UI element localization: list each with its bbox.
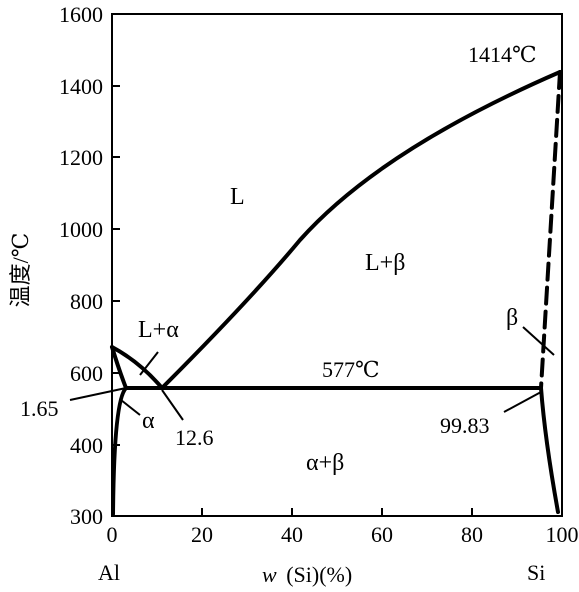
annotation-si-melting: 1414℃ — [468, 42, 537, 67]
solvus-beta — [539, 386, 560, 514]
x-tick-label: 0 — [107, 522, 118, 547]
x-tick-label: 80 — [461, 522, 483, 547]
region-label-liquid: L — [230, 184, 245, 210]
region-label-liquid-alpha: L+α — [138, 317, 179, 343]
leader-1-65 — [69, 387, 127, 401]
y-tick-label: 1400 — [59, 74, 103, 99]
leader-lines — [69, 326, 555, 421]
x-end-label-al: Al — [98, 560, 120, 585]
x-axis-title-variable: w — [262, 562, 277, 587]
y-tick-label: 1600 — [59, 2, 103, 27]
region-label-beta: β — [506, 305, 518, 331]
solvus-alpha — [111, 386, 128, 516]
x-tick-marks — [201, 508, 473, 516]
x-tick-labels: 0 20 40 60 80 100 — [107, 522, 579, 547]
plot-frame — [111, 13, 563, 517]
annotation-eutectic-temp: 577℃ — [322, 357, 380, 382]
beta-liquidus-dashed — [539, 70, 562, 390]
y-tick-labels: 300 400 600 800 1000 1200 1400 1600 — [59, 2, 103, 529]
x-tick-label: 100 — [546, 522, 579, 547]
liquidus-si-side — [160, 70, 562, 390]
y-tick-label: 400 — [70, 433, 103, 458]
leader-99-83 — [503, 391, 542, 413]
solidus-alpha — [110, 345, 128, 390]
y-tick-label: 300 — [70, 504, 103, 529]
leader-beta — [522, 326, 555, 356]
x-end-label-si: Si — [527, 560, 545, 585]
x-tick-label: 60 — [371, 522, 393, 547]
phase-boundaries — [110, 70, 562, 516]
region-label-liquid-beta: L+β — [365, 250, 405, 276]
x-axis-title: w (Si)(%) — [262, 562, 352, 587]
leader-l-alpha — [139, 351, 159, 376]
region-label-alpha-beta: α+β — [306, 450, 344, 476]
x-tick-label: 20 — [191, 522, 213, 547]
annotation-eutectic-comp: 12.6 — [175, 425, 214, 450]
region-label-alpha: α — [142, 408, 155, 434]
y-tick-label: 600 — [70, 361, 103, 386]
x-axis-title-unit: (Si)(%) — [286, 562, 352, 587]
x-tick-label: 40 — [281, 522, 303, 547]
annotation-alpha-solubility: 1.65 — [20, 396, 59, 421]
annotation-beta-solubility: 99.83 — [440, 413, 490, 438]
y-tick-label: 800 — [70, 289, 103, 314]
liquidus-al-side — [110, 345, 164, 390]
y-axis-title: 温度/℃ — [8, 233, 33, 308]
y-tick-label: 1200 — [59, 145, 103, 170]
leader-12-6 — [161, 389, 184, 421]
y-tick-label: 1000 — [59, 217, 103, 242]
leader-alpha — [120, 399, 141, 416]
